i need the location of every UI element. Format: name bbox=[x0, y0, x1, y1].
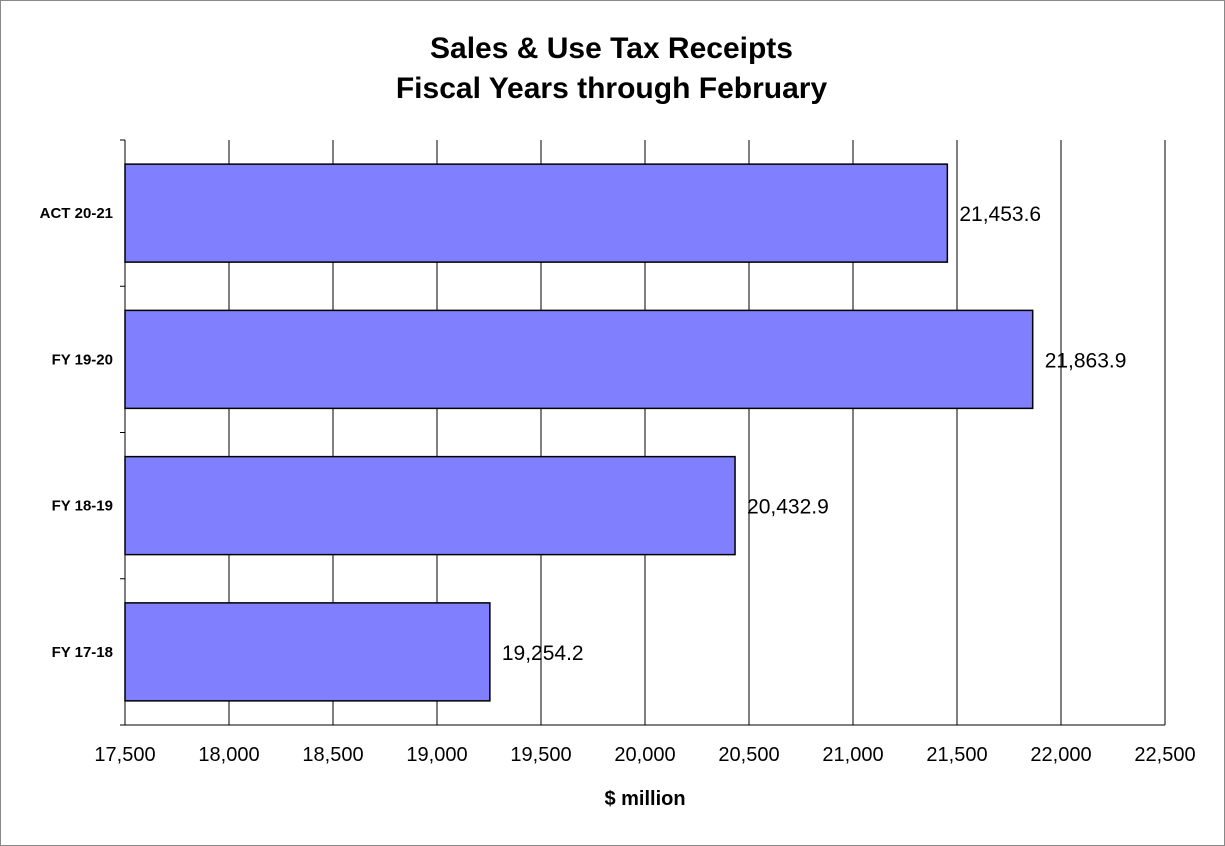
x-axis-label: $ million bbox=[604, 788, 685, 810]
bar bbox=[124, 455, 736, 556]
category-label: FY 19-20 bbox=[52, 351, 113, 368]
x-tick-label: 19,000 bbox=[406, 744, 467, 766]
x-tick-label: 20,000 bbox=[614, 744, 675, 766]
x-tick-label: 17,500 bbox=[94, 744, 155, 766]
bar bbox=[124, 163, 949, 263]
category-label: FY 17-18 bbox=[52, 644, 113, 661]
data-label: 21,453.6 bbox=[959, 203, 1041, 226]
bar bbox=[124, 309, 1034, 410]
x-tick-label: 20,500 bbox=[718, 744, 779, 766]
category-label: FY 18-19 bbox=[52, 498, 113, 515]
x-tick-label: 18,500 bbox=[302, 744, 363, 766]
bar bbox=[124, 602, 491, 702]
x-tick-label: 22,000 bbox=[1030, 744, 1091, 766]
data-label: 21,863.9 bbox=[1045, 349, 1127, 372]
data-label: 20,432.9 bbox=[747, 496, 829, 519]
data-label: 19,254.2 bbox=[502, 642, 584, 665]
chart-title: Sales & Use Tax Receipts bbox=[430, 32, 793, 65]
x-tick-label: 18,000 bbox=[198, 744, 259, 766]
x-tick-label: 22,500 bbox=[1134, 744, 1195, 766]
x-tick-label: 21,500 bbox=[926, 744, 987, 766]
x-tick-label: 19,500 bbox=[510, 744, 571, 766]
category-label: ACT 20-21 bbox=[40, 205, 113, 222]
x-tick-label: 21,000 bbox=[822, 744, 883, 766]
chart-subtitle: Fiscal Years through February bbox=[395, 72, 828, 105]
